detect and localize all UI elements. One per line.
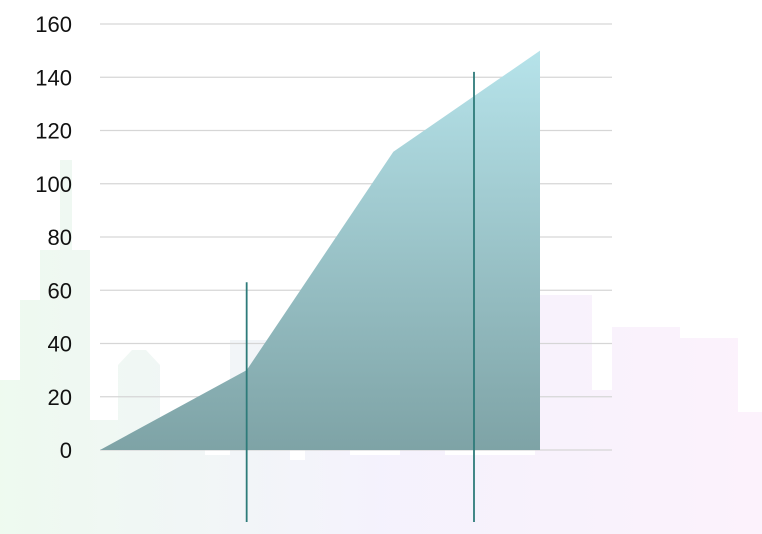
y-axis-tick-labels: 0 20 40 60 80 100 120 140 160	[35, 12, 72, 463]
y-tick-label-0: 0	[60, 438, 72, 463]
y-tick-label-160: 160	[35, 12, 72, 37]
y-tick-label-40: 40	[48, 332, 72, 357]
vertical-marker-lines	[245, 71, 475, 522]
area-series	[100, 50, 540, 450]
y-tick-label-20: 20	[48, 385, 72, 410]
y-tick-label-140: 140	[35, 65, 72, 90]
y-tick-label-100: 100	[35, 172, 72, 197]
y-tick-label-80: 80	[48, 225, 72, 250]
y-tick-label-120: 120	[35, 119, 72, 144]
y-tick-label-60: 60	[48, 278, 72, 303]
